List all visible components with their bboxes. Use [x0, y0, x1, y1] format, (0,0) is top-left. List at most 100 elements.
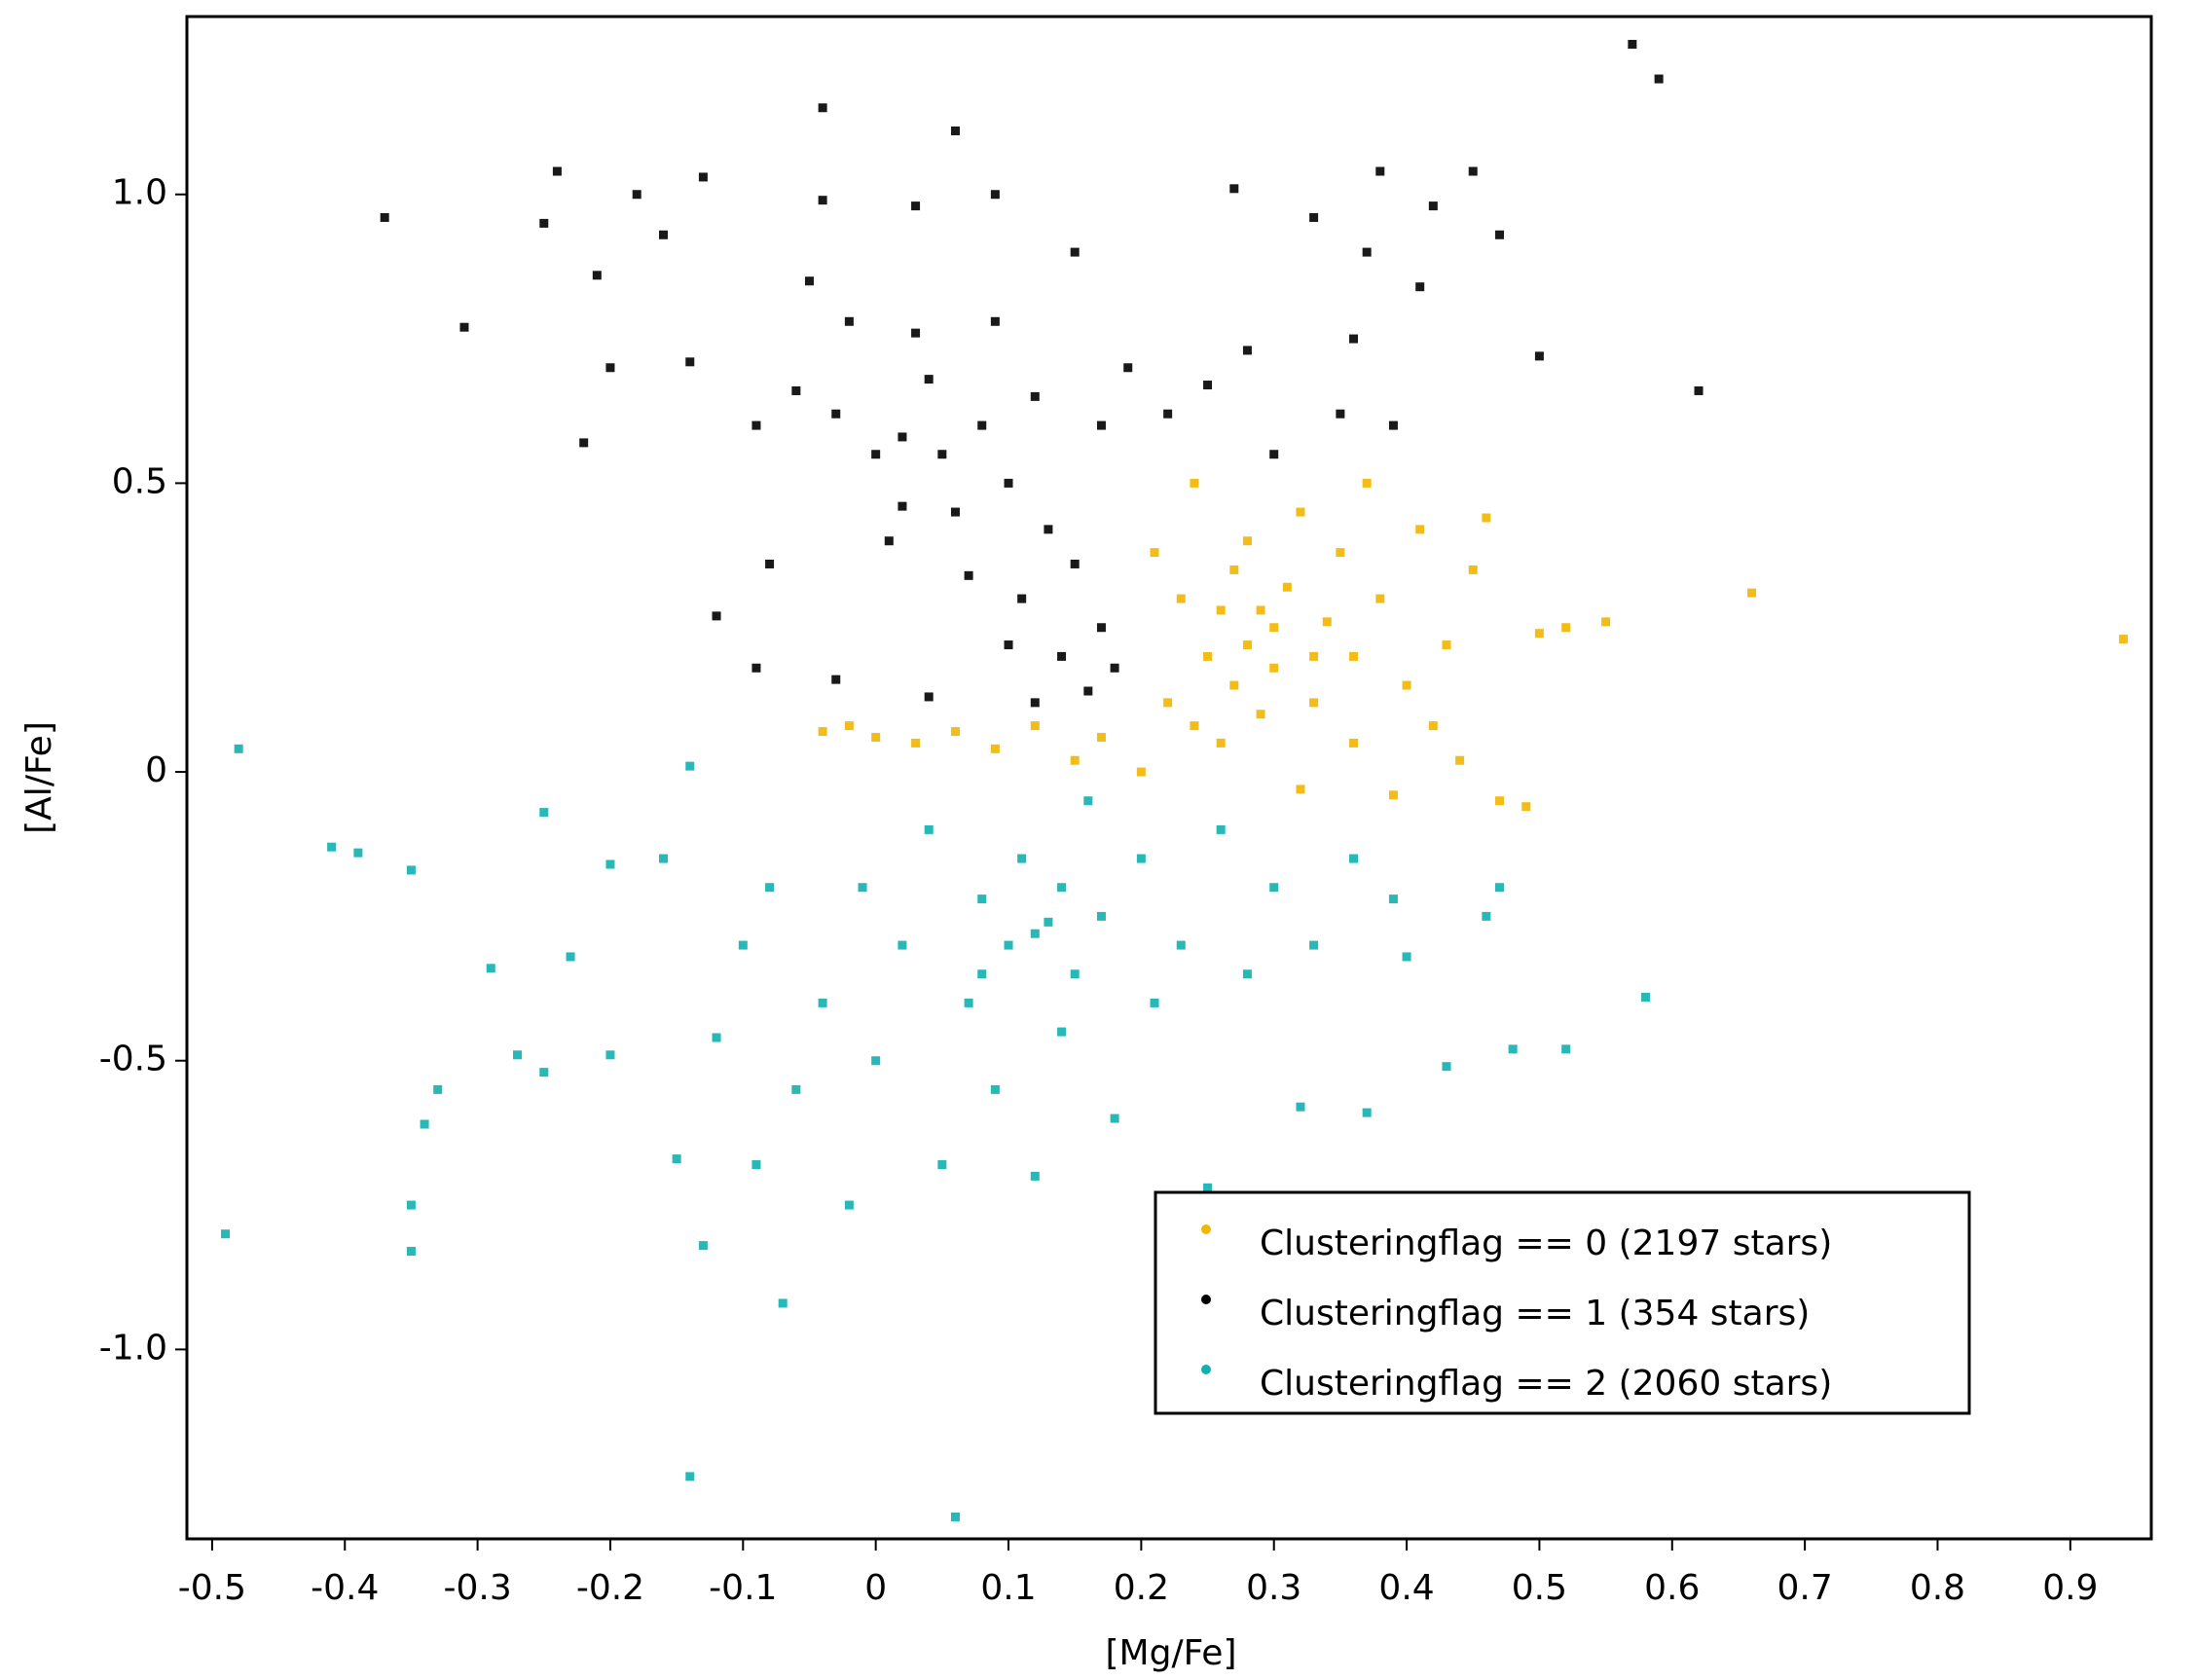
point	[1136, 854, 1146, 863]
point	[672, 1154, 681, 1164]
y-tick-label: 0.5	[112, 461, 167, 501]
point	[579, 438, 589, 448]
point	[1203, 381, 1213, 390]
point	[1296, 785, 1305, 794]
point	[871, 732, 881, 742]
point	[1402, 680, 1411, 690]
point	[1309, 651, 1319, 661]
point	[924, 375, 934, 384]
point	[1229, 184, 1239, 194]
point	[911, 738, 921, 748]
point	[1176, 594, 1186, 603]
point	[1136, 767, 1146, 777]
point	[1282, 582, 1292, 592]
y-tick-label: -0.5	[99, 1040, 167, 1079]
point	[977, 420, 987, 430]
point	[1269, 883, 1279, 893]
point	[1455, 755, 1465, 765]
point	[1017, 854, 1027, 863]
point	[818, 998, 827, 1007]
point	[1216, 824, 1226, 834]
legend-marker	[1201, 1224, 1211, 1234]
point	[898, 501, 907, 511]
point	[1044, 525, 1053, 534]
point	[1057, 883, 1067, 893]
point	[1336, 548, 1345, 558]
point	[1070, 755, 1080, 765]
y-tick-label: 1.0	[112, 173, 167, 213]
point	[1070, 559, 1080, 568]
point	[751, 420, 761, 430]
point	[1030, 721, 1040, 731]
point	[751, 1160, 761, 1170]
point	[1601, 617, 1611, 627]
point	[1322, 617, 1332, 627]
point	[433, 1084, 443, 1094]
point	[1468, 565, 1478, 574]
point	[605, 859, 615, 869]
point	[950, 727, 960, 737]
x-tick-label: 0.8	[1910, 1568, 1965, 1608]
point	[898, 432, 907, 442]
point	[871, 450, 881, 459]
point	[1030, 929, 1040, 938]
point	[1468, 166, 1478, 176]
point	[1150, 548, 1159, 558]
point	[380, 212, 389, 222]
x-tick-label: 0.2	[1114, 1568, 1169, 1608]
point	[605, 1050, 615, 1060]
point	[1694, 385, 1703, 395]
point	[1628, 39, 1637, 49]
point	[1309, 698, 1319, 708]
legend-label: Clusteringflag == 1 (354 stars)	[1260, 1294, 1810, 1333]
point	[513, 1050, 523, 1060]
point	[406, 865, 416, 875]
point	[1163, 409, 1173, 419]
y-axis-label: [Al/Fe]	[19, 721, 59, 834]
point	[1123, 363, 1133, 373]
point	[1004, 478, 1013, 488]
point	[844, 316, 854, 326]
point	[831, 675, 841, 684]
plot-frame	[185, 15, 2153, 1541]
point	[234, 744, 243, 753]
point	[221, 1229, 231, 1239]
point	[884, 536, 894, 546]
point	[937, 450, 947, 459]
point	[1375, 594, 1385, 603]
point	[1004, 940, 1013, 950]
point	[898, 940, 907, 950]
point	[1362, 1108, 1372, 1117]
point	[1269, 450, 1279, 459]
point	[1203, 651, 1213, 661]
point	[1534, 351, 1544, 361]
point	[818, 196, 827, 205]
point	[1229, 680, 1239, 690]
legend-marker	[1201, 1365, 1211, 1374]
point	[1336, 409, 1345, 419]
point	[1388, 420, 1398, 430]
point	[1030, 698, 1040, 708]
point	[1654, 74, 1664, 84]
point	[977, 895, 987, 904]
point	[1269, 623, 1279, 633]
point	[1242, 969, 1252, 979]
point	[1030, 391, 1040, 401]
point	[1030, 1171, 1040, 1181]
point	[924, 692, 934, 702]
point	[1190, 478, 1199, 488]
legend-marker	[1201, 1295, 1211, 1304]
point	[1256, 710, 1265, 719]
point	[1256, 605, 1265, 615]
x-tick-label: -0.1	[709, 1568, 777, 1608]
point	[911, 201, 921, 211]
x-tick-label: -0.2	[576, 1568, 644, 1608]
point	[1428, 721, 1438, 731]
point	[1388, 790, 1398, 800]
point	[738, 940, 748, 950]
point	[1296, 507, 1305, 517]
point	[1508, 1044, 1518, 1054]
point	[552, 166, 562, 176]
x-tick-label: -0.3	[443, 1568, 511, 1608]
point	[964, 998, 973, 1007]
